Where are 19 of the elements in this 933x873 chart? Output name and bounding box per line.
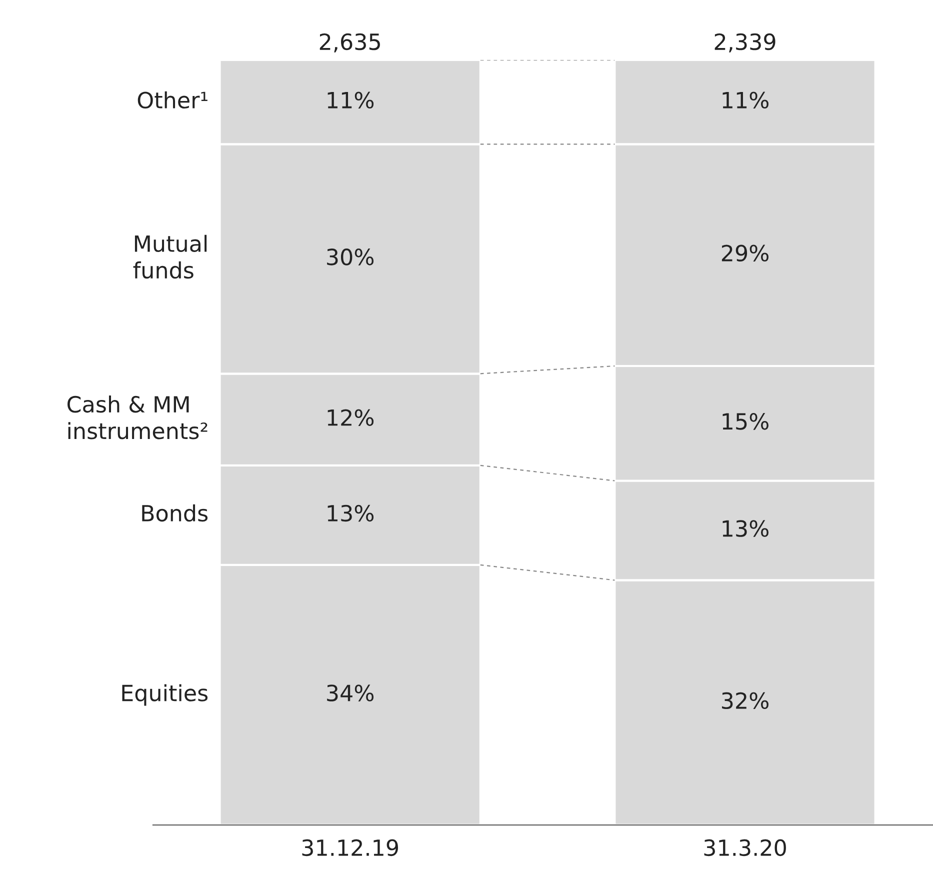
data-label: 11% bbox=[722, 92, 768, 109]
series-label: Mutual funds bbox=[133, 234, 207, 279]
data-label: 13% bbox=[722, 520, 768, 537]
data-label: 30% bbox=[327, 248, 374, 266]
series-label: Cash & MM instruments² bbox=[68, 396, 208, 440]
series-label: Equities bbox=[122, 684, 208, 706]
data-label: 13% bbox=[328, 504, 374, 522]
data-label: 12% bbox=[328, 409, 374, 426]
data-label: 11% bbox=[328, 92, 374, 109]
series-label: Other¹ bbox=[138, 91, 208, 109]
data-label: 32% bbox=[722, 692, 768, 710]
annotation: 2,339 bbox=[714, 33, 776, 52]
data-label: 29% bbox=[722, 244, 768, 262]
x-tick-label: 31.12.19 bbox=[302, 839, 398, 856]
series-label: Bonds bbox=[142, 504, 208, 522]
data-label: 15% bbox=[722, 413, 768, 430]
x-tick-label: 31.3.20 bbox=[704, 839, 786, 856]
annotation: 2,635 bbox=[320, 33, 380, 52]
data-label: 34% bbox=[327, 684, 374, 702]
